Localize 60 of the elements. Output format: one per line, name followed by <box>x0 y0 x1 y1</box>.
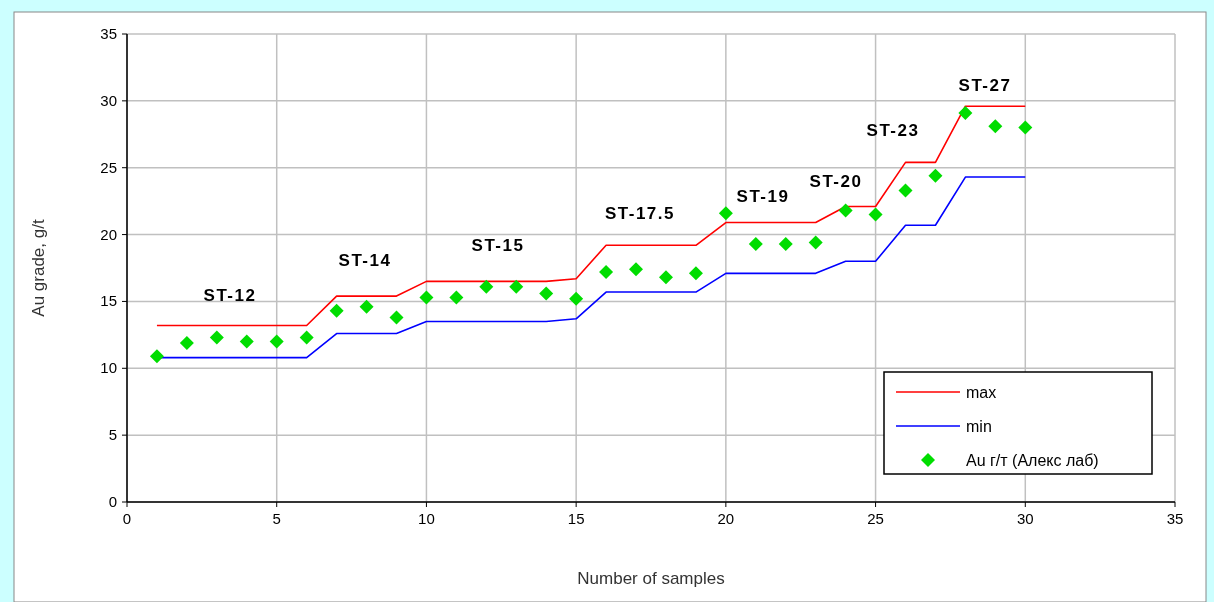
point <box>868 207 883 222</box>
point <box>509 279 524 294</box>
point <box>449 290 464 305</box>
point <box>718 206 733 221</box>
x-tick-label: 10 <box>418 510 435 527</box>
point <box>569 291 584 306</box>
point <box>658 270 673 285</box>
point <box>329 303 344 318</box>
annotation: ST-12 <box>203 286 257 305</box>
annotation: ST-19 <box>736 187 790 206</box>
point <box>419 290 434 305</box>
point <box>748 236 763 251</box>
point <box>988 119 1003 134</box>
point <box>299 330 314 345</box>
annotation: ST-14 <box>338 251 392 270</box>
point <box>599 265 614 280</box>
point <box>778 236 793 251</box>
annotation: ST-27 <box>958 76 1012 95</box>
point <box>1018 120 1033 135</box>
point <box>209 330 224 345</box>
y-tick-label: 35 <box>100 25 117 42</box>
x-tick-label: 30 <box>1016 510 1034 527</box>
y-tick-label: 25 <box>100 158 117 176</box>
y-tick-label: 10 <box>100 359 117 377</box>
legend-label: min <box>966 418 992 435</box>
x-tick-label: 5 <box>272 510 281 527</box>
y-tick-label: 0 <box>108 493 117 510</box>
point <box>179 335 194 350</box>
x-tick-label: 20 <box>717 510 735 527</box>
annotation: ST-17.5 <box>604 204 676 223</box>
y-tick-label: 30 <box>100 91 117 109</box>
point <box>149 349 164 364</box>
point <box>479 279 494 294</box>
x-tick-label: 25 <box>867 510 884 527</box>
point <box>688 266 703 281</box>
y-axis-title: Au grade, g/t <box>29 219 48 317</box>
annotation: ST-20 <box>809 172 863 191</box>
point <box>629 262 644 277</box>
y-tick-label: 15 <box>100 292 117 310</box>
y-tick-label: 5 <box>108 426 117 444</box>
point <box>359 299 374 314</box>
legend-label: max <box>966 384 997 401</box>
legend-label: Au г/т (Алекс лаб) <box>966 452 1099 469</box>
point <box>898 183 913 198</box>
point <box>269 334 284 349</box>
x-tick-label: 15 <box>567 510 585 527</box>
point <box>838 203 853 218</box>
annotation: ST-23 <box>866 121 920 140</box>
point <box>958 105 973 120</box>
annotation: ST-15 <box>471 236 525 255</box>
point <box>928 168 943 183</box>
point <box>539 286 554 301</box>
point <box>808 235 823 250</box>
line-series <box>156 105 1027 327</box>
x-tick-label: 35 <box>1166 510 1184 527</box>
x-tick-label: 0 <box>122 510 132 527</box>
x-axis-title: Number of samples <box>577 569 725 588</box>
point <box>239 334 254 349</box>
point <box>389 310 404 325</box>
y-tick-label: 20 <box>100 225 117 243</box>
